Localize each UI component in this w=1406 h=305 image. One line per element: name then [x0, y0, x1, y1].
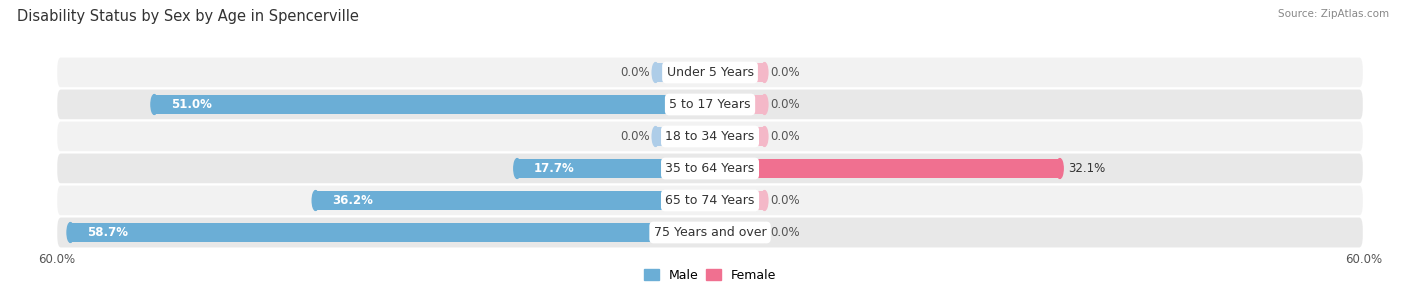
Circle shape: [761, 63, 768, 82]
Circle shape: [67, 223, 73, 242]
Text: 32.1%: 32.1%: [1069, 162, 1105, 175]
Circle shape: [761, 95, 768, 114]
FancyBboxPatch shape: [56, 185, 1364, 217]
Circle shape: [1056, 159, 1063, 178]
Text: 0.0%: 0.0%: [770, 194, 800, 207]
Text: Source: ZipAtlas.com: Source: ZipAtlas.com: [1278, 9, 1389, 19]
Circle shape: [652, 63, 659, 82]
Text: 58.7%: 58.7%: [87, 226, 128, 239]
Bar: [517, 159, 710, 178]
FancyBboxPatch shape: [56, 56, 1364, 88]
Circle shape: [761, 223, 768, 242]
Text: 51.0%: 51.0%: [170, 98, 211, 111]
Bar: [315, 191, 710, 210]
Circle shape: [652, 127, 659, 146]
Text: 0.0%: 0.0%: [770, 130, 800, 143]
Circle shape: [312, 191, 319, 210]
Text: 0.0%: 0.0%: [770, 66, 800, 79]
Text: 35 to 64 Years: 35 to 64 Years: [665, 162, 755, 175]
Circle shape: [150, 95, 157, 114]
FancyBboxPatch shape: [56, 88, 1364, 120]
Text: 17.7%: 17.7%: [533, 162, 574, 175]
Text: 0.0%: 0.0%: [770, 98, 800, 111]
Text: Disability Status by Sex by Age in Spencerville: Disability Status by Sex by Age in Spenc…: [17, 9, 359, 24]
Bar: [710, 191, 765, 210]
Circle shape: [761, 191, 768, 210]
Circle shape: [761, 127, 768, 146]
Circle shape: [513, 159, 520, 178]
Text: 75 Years and over: 75 Years and over: [654, 226, 766, 239]
Bar: [655, 63, 710, 82]
FancyBboxPatch shape: [56, 217, 1364, 249]
Legend: Male, Female: Male, Female: [638, 264, 782, 287]
Text: 0.0%: 0.0%: [620, 66, 650, 79]
Bar: [710, 159, 1060, 178]
Bar: [710, 223, 765, 242]
Text: 36.2%: 36.2%: [332, 194, 373, 207]
Bar: [710, 95, 765, 114]
FancyBboxPatch shape: [56, 152, 1364, 185]
Text: Under 5 Years: Under 5 Years: [666, 66, 754, 79]
Bar: [655, 127, 710, 146]
Bar: [155, 95, 710, 114]
Text: 18 to 34 Years: 18 to 34 Years: [665, 130, 755, 143]
Bar: [710, 127, 765, 146]
Text: 0.0%: 0.0%: [770, 226, 800, 239]
Text: 0.0%: 0.0%: [620, 130, 650, 143]
Text: 65 to 74 Years: 65 to 74 Years: [665, 194, 755, 207]
Bar: [710, 63, 765, 82]
Text: 5 to 17 Years: 5 to 17 Years: [669, 98, 751, 111]
Bar: [70, 223, 710, 242]
FancyBboxPatch shape: [56, 120, 1364, 152]
